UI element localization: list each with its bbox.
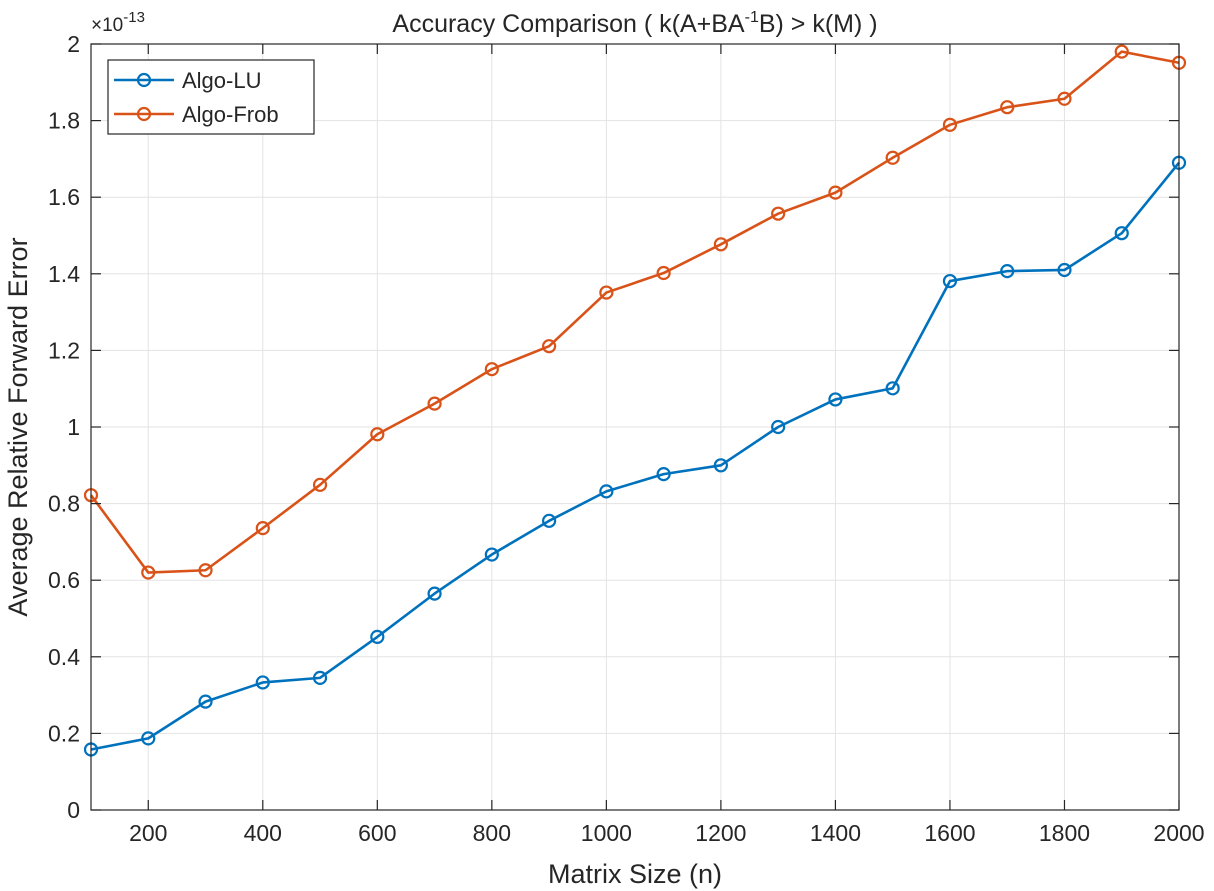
x-axis-title: Matrix Size (n) bbox=[548, 859, 722, 889]
data-point-algo-frob bbox=[1000, 100, 1015, 115]
data-point-algo-frob bbox=[1057, 91, 1072, 106]
data-point-algo-frob bbox=[542, 339, 557, 354]
data-point-algo-frob bbox=[312, 477, 328, 492]
data-point-algo-frob bbox=[255, 521, 270, 536]
data-point-algo-lu bbox=[599, 484, 614, 499]
x-tick-label: 1600 bbox=[924, 820, 975, 846]
x-tick-label: 800 bbox=[473, 820, 511, 846]
data-point-algo-lu bbox=[828, 392, 843, 407]
data-point-algo-frob bbox=[771, 206, 786, 221]
data-point-algo-frob bbox=[942, 117, 958, 132]
y-tick-label: 1.8 bbox=[48, 108, 80, 134]
data-point-algo-frob bbox=[885, 150, 900, 165]
y-axis-title: Average Relative Forward Error bbox=[3, 237, 33, 616]
y-tick-label: 1.4 bbox=[48, 261, 80, 287]
x-tick-label: 400 bbox=[244, 820, 282, 846]
series-line-algo-lu bbox=[90, 161, 1181, 751]
legend-marker-algo-lu bbox=[136, 72, 152, 88]
data-point-algo-lu bbox=[542, 513, 557, 528]
x-tick-label: 1000 bbox=[581, 820, 632, 846]
data-point-algo-frob bbox=[141, 565, 156, 580]
y-tick-label: 1.2 bbox=[48, 337, 80, 363]
legend-item-algo-lu: Algo-LU bbox=[114, 68, 261, 93]
legend-box bbox=[107, 59, 315, 135]
y-tick-label: 1.6 bbox=[48, 184, 80, 210]
data-point-algo-frob bbox=[370, 427, 385, 442]
y-tick-label: 0 bbox=[67, 797, 80, 823]
x-tick-label: 1200 bbox=[695, 820, 746, 846]
x-tick-label: 2000 bbox=[1153, 820, 1204, 846]
data-point-algo-lu bbox=[771, 419, 786, 435]
data-point-algo-frob bbox=[484, 362, 499, 377]
data-point-algo-frob bbox=[828, 185, 843, 200]
data-point-algo-lu bbox=[141, 731, 156, 746]
data-point-algo-lu bbox=[255, 675, 270, 690]
chart-title: Accuracy Comparison ( k(A+BA-1B) > k(M) … bbox=[392, 9, 877, 38]
data-point-algo-lu bbox=[656, 467, 671, 482]
y-tick-label: 1 bbox=[67, 414, 80, 440]
legend-label-algo-lu: Algo-LU bbox=[182, 68, 261, 93]
legend-marker-algo-frob bbox=[136, 106, 152, 122]
y-tick-label: 0.4 bbox=[48, 644, 80, 670]
data-point-algo-frob bbox=[427, 396, 442, 411]
data-point-algo-lu bbox=[370, 629, 385, 644]
data-point-algo-frob bbox=[713, 237, 728, 252]
axes bbox=[90, 43, 1180, 811]
data-point-algo-frob bbox=[198, 563, 213, 578]
data-point-algo-lu bbox=[427, 586, 442, 601]
data-point-algo-lu bbox=[713, 458, 728, 473]
tick-labels: 200 400 600 800 1000 1200 1400 1600 1800 2000 0 0.2… bbox=[48, 31, 1205, 846]
data-point-algo-lu bbox=[942, 273, 958, 289]
series-line-algo-frob bbox=[89, 50, 1180, 574]
x-tick-label: 1400 bbox=[810, 820, 861, 846]
data-point-algo-lu bbox=[1114, 226, 1129, 241]
data-point-algo-frob bbox=[656, 265, 671, 281]
x-tick-label: 1800 bbox=[1039, 820, 1090, 846]
legend-item-algo-frob: Algo-Frob bbox=[114, 102, 279, 127]
data-point-algo-lu bbox=[198, 694, 213, 709]
data-point-algo-lu bbox=[885, 381, 900, 396]
y-tick-label: 2 bbox=[67, 31, 80, 57]
data-point-algo-lu bbox=[1000, 264, 1015, 279]
data-point-algo-frob bbox=[1114, 44, 1129, 59]
data-point-algo-lu bbox=[484, 547, 499, 562]
data-point-algo-frob bbox=[599, 285, 614, 300]
data-point-algo-lu bbox=[312, 670, 328, 685]
y-exponent-label: ×10-13 bbox=[91, 9, 145, 36]
y-tick-label: 0.6 bbox=[48, 567, 80, 593]
y-tick-label: 0.2 bbox=[48, 720, 80, 746]
data-point-algo-lu bbox=[1057, 262, 1072, 278]
y-tick-label: 0.8 bbox=[48, 491, 80, 517]
grid bbox=[91, 44, 1179, 810]
x-tick-label: 600 bbox=[358, 820, 396, 846]
x-tick-label: 200 bbox=[129, 820, 167, 846]
legend: Algo-LU Algo-Frob bbox=[107, 59, 315, 135]
legend-label-algo-frob: Algo-Frob bbox=[182, 102, 279, 127]
